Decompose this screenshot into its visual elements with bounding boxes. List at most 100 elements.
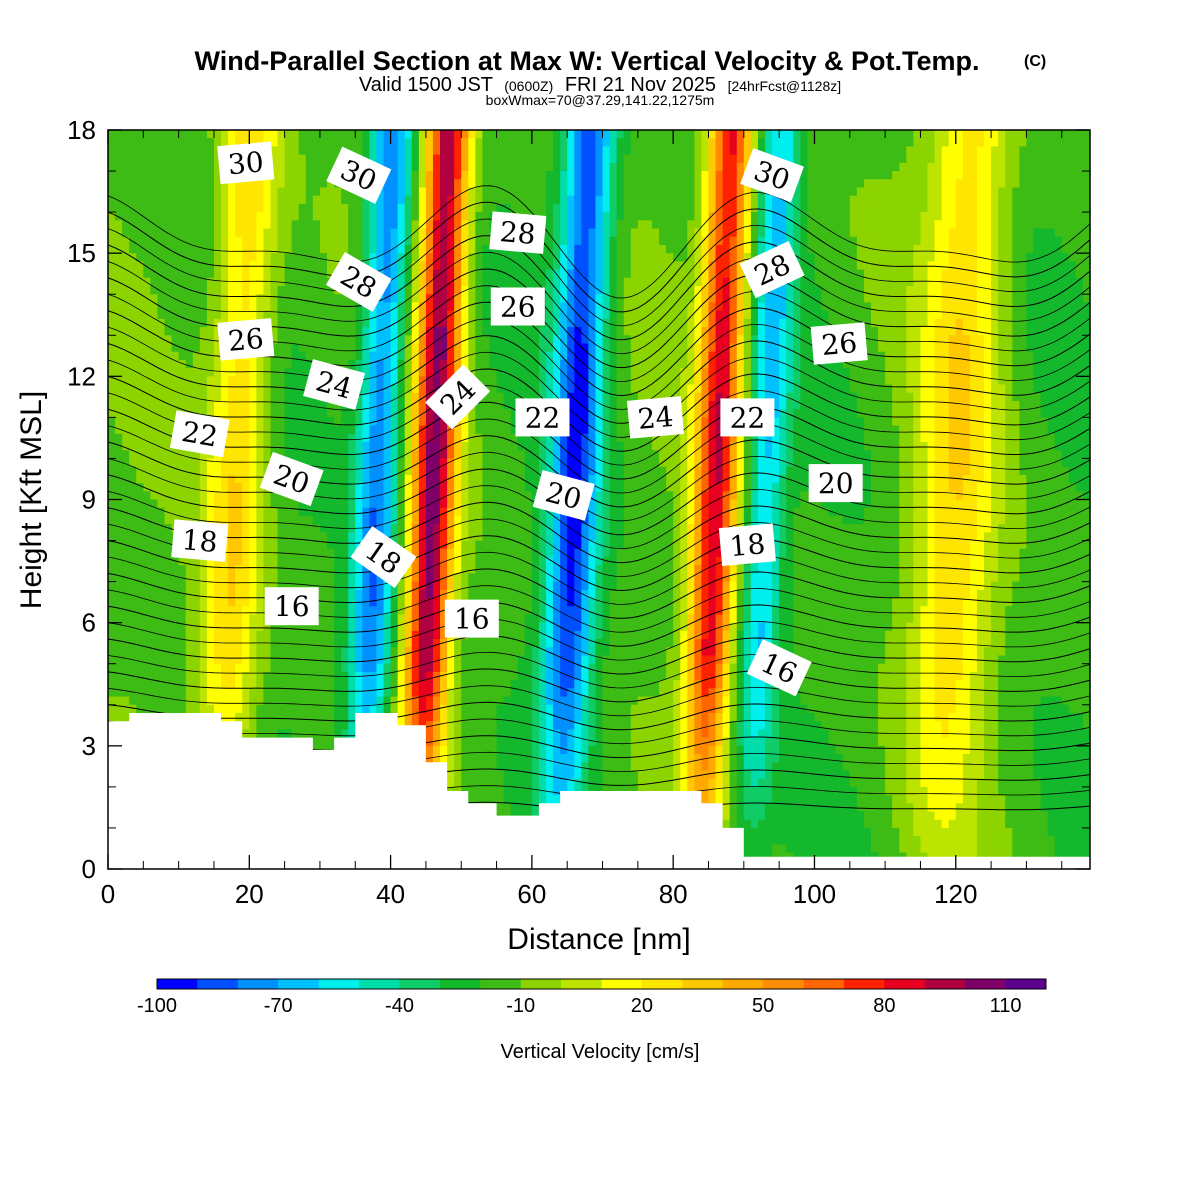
y-axis: 0 3 6 9 12 15 18 xyxy=(67,115,1090,884)
colorbar-swatch xyxy=(722,979,764,989)
colorbar: -100 -70 -40 -10 20 50 80 110 xyxy=(137,978,1047,1017)
colorbar-tick-label: 20 xyxy=(631,995,653,1017)
colorbar-swatch xyxy=(237,979,279,989)
colorbar-frame xyxy=(156,978,1047,990)
contour-label-text: 18 xyxy=(181,523,219,559)
theta-contour xyxy=(108,601,1090,647)
theta-contour xyxy=(108,335,1090,424)
subtitle-fcst: [24hrFcst@1128z] xyxy=(728,78,842,94)
theta-contour xyxy=(108,251,1090,355)
plot-area xyxy=(108,130,1090,869)
y-tick-label: 9 xyxy=(82,485,96,515)
contour-label: 16 xyxy=(444,599,499,638)
contour-label-text: 22 xyxy=(730,401,766,434)
x-tick-label: 0 xyxy=(101,879,115,909)
contour-label-text: 20 xyxy=(818,467,854,500)
contour-label-text: 24 xyxy=(636,400,674,436)
theta-contour xyxy=(108,451,1090,522)
theta-contour xyxy=(108,701,1090,731)
theta-contour xyxy=(108,385,1090,466)
colorbar-swatch xyxy=(480,979,522,989)
theta-contour xyxy=(108,551,1090,605)
colorbar-swatch xyxy=(278,979,320,989)
colorbar-swatch xyxy=(520,979,562,989)
theta-contour xyxy=(108,518,1090,577)
theta-contour xyxy=(108,235,1090,341)
colorbar-tick-label: -40 xyxy=(385,995,414,1017)
colorbar-tick-label: -10 xyxy=(506,995,535,1017)
contour-label: 26 xyxy=(490,287,545,326)
x-tick-label: 20 xyxy=(235,879,264,909)
colorbar-swatch xyxy=(601,979,643,989)
subtitle-zulu: (0600Z) xyxy=(504,78,553,94)
contour-label: 18 xyxy=(718,523,776,566)
colorbar-swatch xyxy=(399,979,441,989)
contour-label: 30 xyxy=(217,141,275,185)
contour-label: 18 xyxy=(171,519,229,562)
y-tick-label: 3 xyxy=(82,731,96,761)
colorbar-swatch xyxy=(641,979,683,989)
contour-label-text: 28 xyxy=(499,215,537,251)
theta-contour xyxy=(108,685,1090,717)
y-tick-label: 15 xyxy=(67,238,96,268)
chart-subtitle-2: boxWmax=70@37.29,141.22,1275m xyxy=(486,92,715,108)
theta-contour xyxy=(108,718,1090,745)
y-axis-label: Height [Kft MSL] xyxy=(15,391,48,609)
y-tick-label: 12 xyxy=(67,361,96,391)
colorbar-swatch xyxy=(803,979,845,989)
contour-label: 20 xyxy=(259,451,324,507)
contour-label: 24 xyxy=(303,359,366,410)
theta-contour xyxy=(108,218,1090,327)
colorbar-tick-label: 50 xyxy=(752,995,774,1017)
theta-contour xyxy=(108,301,1090,397)
colorbar-tick-label: 80 xyxy=(873,995,895,1017)
chart-title: Wind-Parallel Section at Max W: Vertical… xyxy=(195,46,980,76)
contour-label: 22 xyxy=(720,398,775,437)
colorbar-swatch xyxy=(439,979,481,989)
theta-contour xyxy=(108,651,1090,689)
colorbar-swatch xyxy=(157,979,198,989)
theta-contour xyxy=(108,468,1090,536)
theta-contour xyxy=(108,201,1090,313)
theta-contour xyxy=(108,318,1090,410)
theta-contour xyxy=(108,501,1090,564)
x-tick-label: 100 xyxy=(793,879,836,909)
contour-label: 26 xyxy=(217,318,275,361)
y-tick-label: 18 xyxy=(67,115,96,145)
x-tick-label: 60 xyxy=(517,879,546,909)
contour-label-text: 16 xyxy=(454,603,490,636)
colorbar-swatch xyxy=(561,979,602,989)
theta-contour xyxy=(108,535,1090,592)
chart-subtitle: Valid 1500 JST (0600Z) FRI 21 Nov 2025 [… xyxy=(359,74,841,96)
contour-label: 22 xyxy=(169,410,230,458)
colorbar-swatch xyxy=(843,979,885,989)
colorbar-swatch xyxy=(924,979,966,989)
subtitle-valid: Valid 1500 JST xyxy=(359,74,493,96)
theta-contour xyxy=(108,351,1090,438)
contour-label: 28 xyxy=(489,211,547,254)
colorbar-swatch xyxy=(884,979,926,989)
colorbar-swatch xyxy=(965,979,1006,989)
colorbar-tick-label: -70 xyxy=(264,995,293,1017)
terrain xyxy=(108,713,1090,869)
y-tick-label: 6 xyxy=(82,608,96,638)
colorbar-swatch xyxy=(318,979,360,989)
contour-label-text: 26 xyxy=(500,291,536,324)
colorbar-tick-label: -100 xyxy=(137,995,177,1017)
theta-contour xyxy=(108,635,1090,675)
contour-label-text: 22 xyxy=(179,415,220,454)
theta-contour xyxy=(108,368,1090,452)
contour-label-text: 22 xyxy=(525,401,561,434)
subtitle-date: FRI 21 Nov 2025 xyxy=(565,74,716,96)
theta-contour xyxy=(108,668,1090,703)
contour-label-text: 26 xyxy=(820,326,858,362)
chart-title-suffix: (C) xyxy=(1024,53,1046,70)
theta-contour xyxy=(108,401,1090,480)
theta-contour xyxy=(108,185,1090,299)
contour-label: 16 xyxy=(264,587,319,626)
theta-contour xyxy=(108,485,1090,550)
colorbar-swatch xyxy=(763,979,804,989)
contour-label: 24 xyxy=(626,396,685,439)
